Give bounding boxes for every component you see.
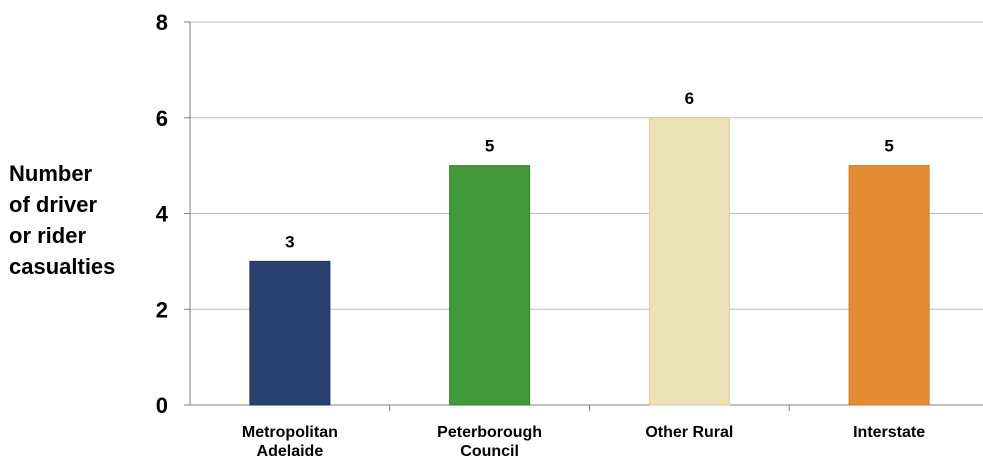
bar-2 bbox=[449, 165, 531, 406]
data-label-3: 6 bbox=[685, 89, 694, 108]
category-label-1-line-1: Metropolitan bbox=[242, 424, 338, 441]
data-label-1: 3 bbox=[285, 232, 294, 251]
category-label-1: Metropolitan Adelaide bbox=[242, 424, 338, 460]
y-tick-label-2: 2 bbox=[156, 297, 168, 322]
category-label-3: Other Rural bbox=[645, 424, 733, 441]
y-axis-title: Number of driver or rider casualties bbox=[9, 158, 149, 282]
category-label-2-line-1: Peterborough bbox=[437, 424, 542, 441]
y-tick-label-0: 0 bbox=[156, 393, 168, 418]
bar-3 bbox=[648, 117, 730, 406]
category-label-4-line-1: Interstate bbox=[853, 424, 925, 441]
category-label-1-line-2: Adelaide bbox=[257, 443, 324, 460]
y-axis-title-line-3: or rider bbox=[9, 223, 87, 248]
labels: 0 2 4 6 8 3 Metropolitan Adelaide 5 Peterborough C… bbox=[156, 10, 925, 460]
category-label-2: Peterborough Council bbox=[437, 424, 542, 460]
category-label-3-line-1: Other Rural bbox=[645, 424, 733, 441]
bar-1 bbox=[249, 260, 331, 406]
y-axis-title-line-2: of driver bbox=[9, 192, 98, 217]
y-tick-label-4: 4 bbox=[156, 202, 169, 227]
category-label-2-line-2: Council bbox=[460, 443, 519, 460]
y-tick-label-6: 6 bbox=[156, 106, 168, 131]
y-axis-title-line-1: Number bbox=[9, 161, 93, 186]
y-tick-label-8: 8 bbox=[156, 10, 168, 35]
category-label-4: Interstate bbox=[853, 424, 925, 441]
bars bbox=[249, 117, 930, 406]
data-label-4: 5 bbox=[884, 137, 893, 156]
data-label-2: 5 bbox=[485, 137, 494, 156]
y-axis-title-line-4: casualties bbox=[9, 254, 116, 279]
bar-4 bbox=[848, 165, 930, 406]
